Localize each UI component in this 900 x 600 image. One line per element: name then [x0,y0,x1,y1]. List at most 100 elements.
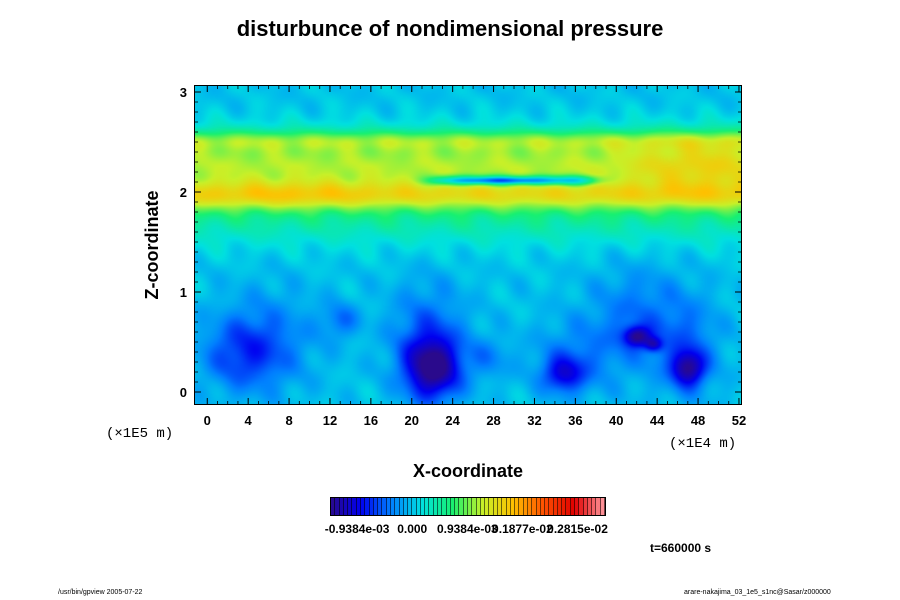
colorbar-segment [412,498,417,515]
colorbar-segment [450,498,456,515]
colorbar-segment [360,498,366,515]
x-axis-title: X-coordinate [413,461,523,481]
colorbar-segment [515,498,520,515]
x-tick-label: 44 [650,413,665,428]
colorbar-segment [335,498,340,515]
colorbar-segment [468,498,473,515]
colorbar-segment [583,498,588,515]
colorbar-segment [348,498,353,515]
colorbar-segment [532,498,537,515]
colorbar-segment [369,498,374,515]
colorbar-label: -0.9384e-03 [324,522,390,536]
colorbar-segment [519,498,524,515]
pressure-field-heatmap [195,86,741,404]
colorbar-segment [378,498,383,515]
colorbar-segment [420,498,426,515]
time-label: t=660000 s [650,541,712,555]
colorbar-segment [331,498,336,515]
colorbar-segment [352,498,357,515]
colorbar-segment [339,498,344,515]
colorbar-segment [365,498,370,515]
colorbar-segment [408,498,413,515]
colorbar [330,497,606,516]
colorbar-segment [553,498,558,515]
x-tick-label: 16 [364,413,378,428]
y-axis-ticks: 0 1 2 3 [180,85,741,400]
colorbar-segment [536,498,541,515]
colorbar-segment [399,498,404,515]
colorbar-label: 0.9384e-03 [436,522,498,536]
x-tick-label: 40 [609,413,623,428]
colorbar-segment [459,498,464,515]
colorbar-label: 0.000 [397,522,428,536]
colorbar-segment [356,498,361,515]
colorbar-segment [575,498,580,515]
colorbar-segment [390,498,396,515]
colorbar-segment [527,498,533,515]
footer-command: /usr/bin/gpview 2005-07-22 [58,589,143,596]
x-tick-label: 52 [732,413,746,428]
x-axis-ticks: 0 4 8 12 16 20 24 28 32 36 40 44 48 52 [204,86,746,428]
colorbar-segment [438,498,443,515]
colorbar-segment [596,498,601,515]
colorbar-segment [510,498,516,515]
colorbar-segment [480,498,486,515]
x-tick-label: 20 [405,413,419,428]
colorbar-label: 0.1877e-02 [492,522,553,536]
colorbar-segment [579,498,584,515]
x-tick-label: 0 [204,413,211,428]
colorbar-segment [433,498,439,515]
x-tick-label: 4 [245,413,253,428]
footer-info: arare-nakajima_03_1e5_s1nc@Sasar/z000000 [684,589,831,596]
colorbar-segment [382,498,387,515]
x-tick-label: 32 [527,413,541,428]
y-tick-label: 3 [180,85,187,100]
colorbar-segment [386,498,391,515]
x-tick-label: 36 [568,413,582,428]
y-tick-label: 2 [180,185,187,200]
colorbar-segment [497,498,503,515]
colorbar-segment [442,498,447,515]
colorbar-label: 0.2815e-02 [547,522,608,536]
colorbar-segment [545,498,550,515]
colorbar-segment [493,498,498,515]
colorbar-segment [566,498,571,515]
colorbar-segment [373,498,379,515]
colorbar-segment [455,498,460,515]
x-tick-label: 8 [285,413,292,428]
colorbar-segment [557,498,563,515]
colorbar-segment [403,498,409,515]
chart-title: disturbunce of nondimensional pressure [236,16,664,41]
colorbar-segment [446,498,451,515]
plot-area [194,85,742,405]
colorbar-segment [549,498,554,515]
y-tick-label: 1 [180,285,187,300]
x-tick-label: 48 [691,413,705,428]
colorbar-segment [343,498,349,515]
colorbar-segment [587,498,593,515]
colorbar-segment [570,498,576,515]
y-tick-label: 0 [180,385,187,400]
colorbar-segment [429,498,434,515]
colorbar-segment [506,498,511,515]
x-scale-factor-label: (×1E4 m) [669,436,737,452]
colorbar-segment [476,498,481,515]
colorbar-segment [463,498,468,515]
colorbar-segment [489,498,494,515]
y-axis-title: Z-coordinate [142,190,162,299]
x-tick-label: 28 [486,413,500,428]
colorbar-segment [485,498,490,515]
colorbar-segment [395,498,400,515]
colorbar-segment [592,498,597,515]
colorbar-segment [502,498,507,515]
x-tick-label: 12 [323,413,337,428]
colorbar-segment [562,498,567,515]
colorbar-segment [600,498,605,515]
colorbar-segment [425,498,430,515]
z-scale-factor-label: (×1E5 m) [106,426,174,442]
colorbar-segment [523,498,528,515]
colorbar-segment [416,498,421,515]
x-tick-label: 24 [445,413,460,428]
colorbar-segment [540,498,546,515]
